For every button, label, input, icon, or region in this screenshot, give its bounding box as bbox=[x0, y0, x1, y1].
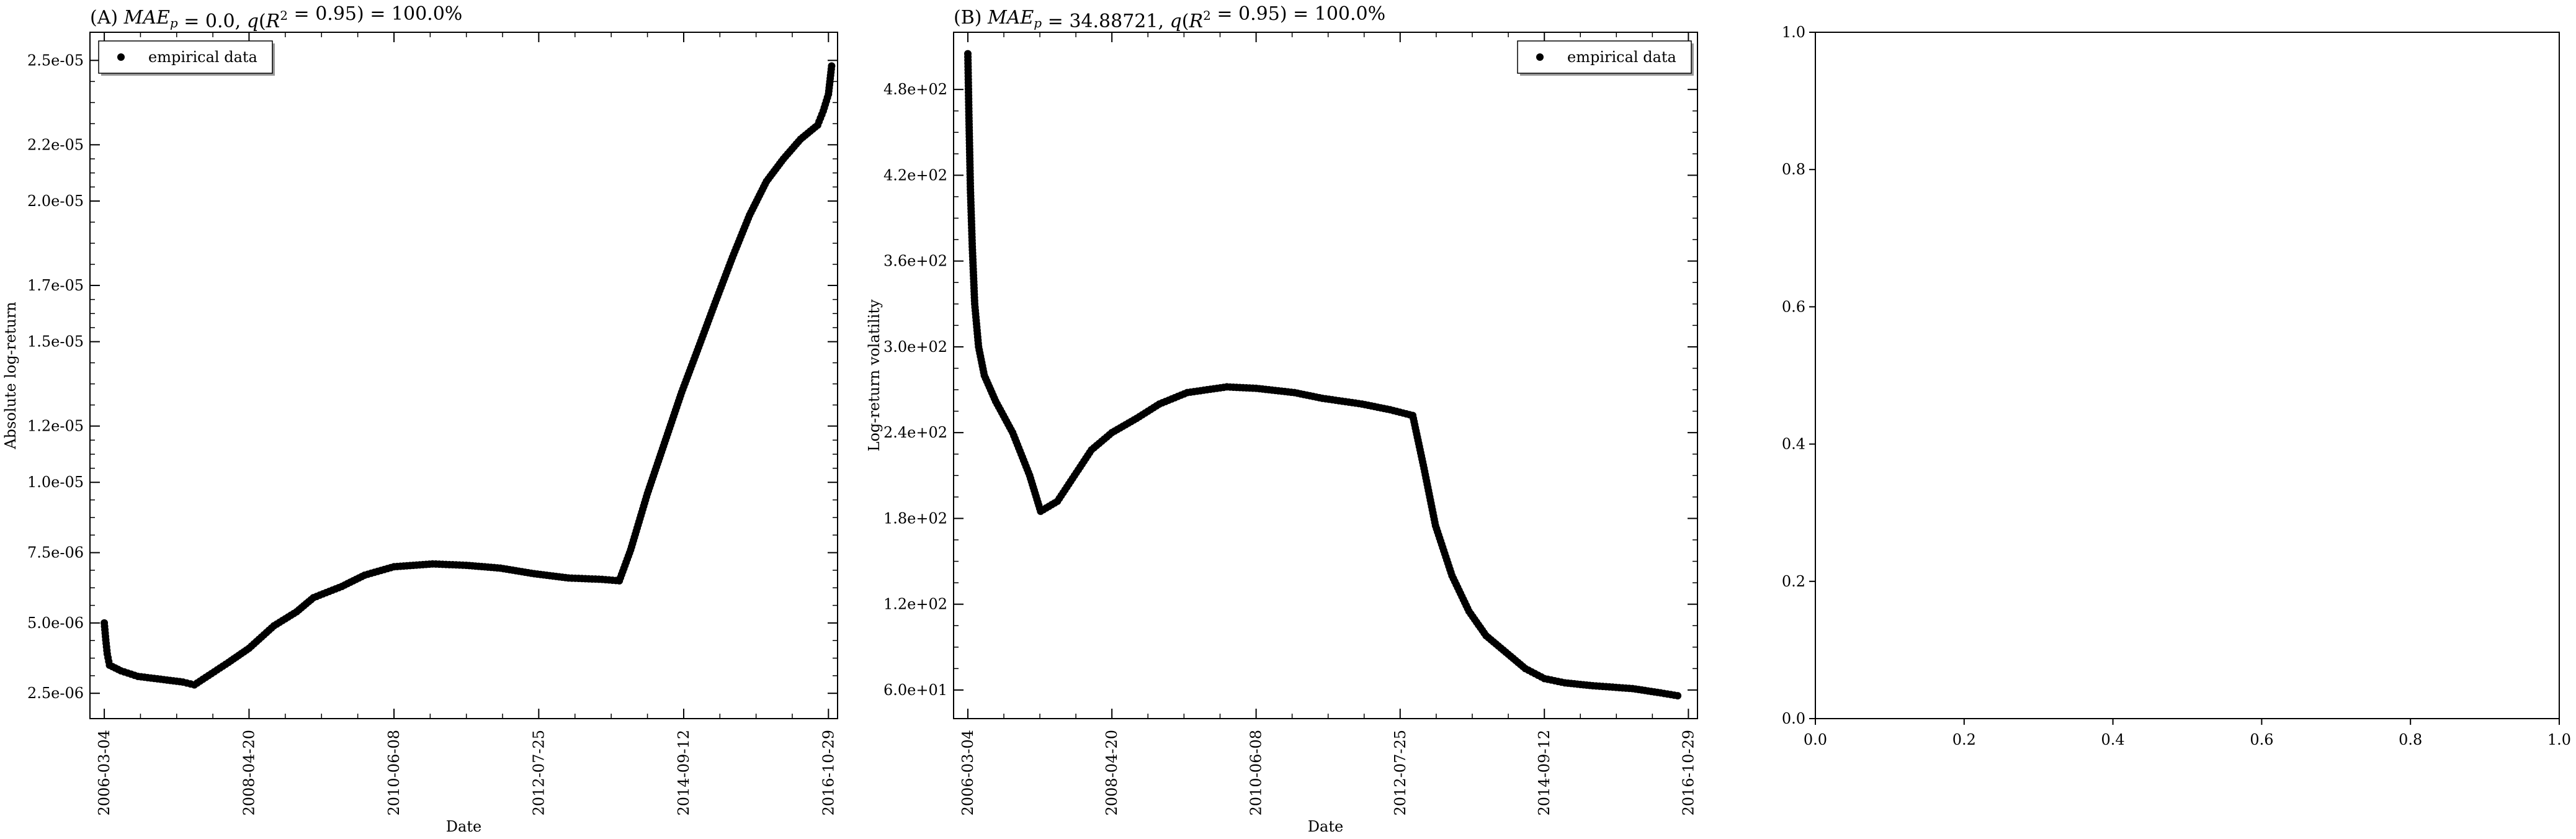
y-tick-label: 0.2 bbox=[1782, 573, 1805, 590]
y-tick-label: 1.7e-05 bbox=[27, 277, 84, 294]
x-tick-label: 2006-03-04 bbox=[96, 730, 113, 815]
x-tick-label: 0.0 bbox=[1804, 731, 1827, 748]
legend-box bbox=[1517, 40, 1692, 74]
y-tick-label: 1.5e-05 bbox=[27, 333, 84, 351]
y-tick-label: 2.5e-06 bbox=[27, 684, 84, 702]
plot-frame bbox=[953, 32, 1698, 719]
y-tick-label: 5.0e-06 bbox=[27, 614, 84, 632]
y-tick-label: 1.0 bbox=[1782, 24, 1805, 41]
x-tick-label: 2010-06-08 bbox=[385, 730, 403, 815]
legend-label: empirical data bbox=[1567, 48, 1676, 66]
y-tick-label: 1.8e+02 bbox=[883, 509, 947, 527]
y-axis-label: Absolute log-return bbox=[2, 302, 19, 449]
series-empirical-data bbox=[101, 62, 836, 689]
y-tick-label: 6.0e+01 bbox=[883, 681, 947, 699]
chart-title: (A) MAEp = 0.0, q(R2 = 0.95) = 100.0% bbox=[90, 3, 462, 32]
y-tick-label: 1.2e+02 bbox=[883, 596, 947, 613]
y-tick-label: 3.6e+02 bbox=[883, 253, 947, 270]
data-point bbox=[828, 62, 836, 70]
y-tick-label: 0.6 bbox=[1782, 298, 1805, 315]
y-tick-label: 0.0 bbox=[1782, 710, 1805, 727]
x-tick-label: 0.8 bbox=[2399, 731, 2422, 748]
x-tick-label: 0.2 bbox=[1952, 731, 1976, 748]
plot-frame bbox=[1815, 32, 2560, 719]
y-tick-label: 2.4e+02 bbox=[883, 424, 947, 441]
panel-b: (B) MAEp = 34.88721, q(R2 = 0.95) = 100.… bbox=[865, 3, 1698, 835]
y-tick-label: 2.2e-05 bbox=[27, 136, 84, 153]
panel-a: (A) MAEp = 0.0, q(R2 = 0.95) = 100.0% 200… bbox=[2, 3, 838, 835]
legend: empirical data bbox=[98, 40, 275, 76]
legend-marker bbox=[1536, 53, 1544, 61]
legend-box bbox=[98, 40, 273, 74]
y-tick-label: 4.8e+02 bbox=[883, 81, 947, 98]
y-tick-label: 1.2e-05 bbox=[27, 418, 84, 435]
legend-label: empirical data bbox=[148, 48, 257, 66]
x-tick-label: 2016-10-29 bbox=[820, 730, 837, 815]
x-axis-label: Date bbox=[446, 818, 481, 835]
x-tick-label: 0.6 bbox=[2250, 731, 2273, 748]
y-tick-label: 0.4 bbox=[1782, 436, 1805, 453]
y-tick-label: 1.0e-05 bbox=[27, 473, 84, 491]
chart-title: (B) MAEp = 34.88721, q(R2 = 0.95) = 100.… bbox=[954, 3, 1385, 32]
x-tick-label: 2012-07-25 bbox=[530, 730, 547, 815]
x-axis-label: Date bbox=[1308, 818, 1343, 835]
x-tick-label: 0.4 bbox=[2101, 731, 2125, 748]
x-tick-label: 2008-04-20 bbox=[1103, 730, 1120, 815]
x-tick-label: 2016-10-29 bbox=[1679, 730, 1697, 815]
y-tick-label: 7.5e-06 bbox=[27, 544, 84, 562]
x-tick-label: 2010-06-08 bbox=[1248, 730, 1265, 815]
x-tick-label: 2012-07-25 bbox=[1392, 730, 1409, 815]
plot-frame bbox=[89, 32, 838, 719]
y-tick-label: 3.0e+02 bbox=[883, 338, 947, 356]
x-tick-label: 2014-09-12 bbox=[1536, 730, 1553, 815]
series-empirical-data bbox=[964, 50, 1682, 700]
legend-marker bbox=[117, 53, 125, 61]
y-tick-label: 4.2e+02 bbox=[883, 166, 947, 184]
data-point bbox=[1674, 692, 1682, 700]
y-tick-label: 2.0e-05 bbox=[27, 192, 84, 210]
y-tick-label: 2.5e-05 bbox=[27, 52, 84, 69]
x-tick-label: 1.0 bbox=[2547, 731, 2571, 748]
x-tick-label: 2008-04-20 bbox=[240, 730, 257, 815]
y-tick-label: 0.8 bbox=[1782, 161, 1805, 178]
x-tick-label: 2014-09-12 bbox=[675, 730, 692, 815]
legend: empirical data bbox=[1517, 40, 1694, 76]
panel-c: 0.0 0.2 0.4 0.6 0.8 1.0 0.0 0.2 0.4 0.6 0.8 1.0 bbox=[1782, 24, 2571, 748]
y-axis-label: Log-return volatility bbox=[865, 299, 883, 452]
x-tick-label: 2006-03-04 bbox=[959, 730, 977, 815]
